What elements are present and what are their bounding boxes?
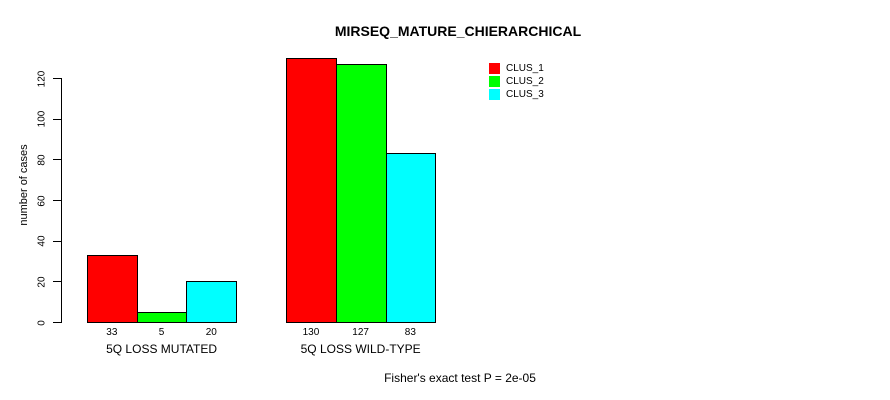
y-tick: [53, 159, 61, 161]
bar: [386, 153, 436, 323]
bar-value-label: 130: [302, 327, 320, 338]
y-tick-label: 40: [36, 235, 48, 247]
bar: [286, 58, 337, 323]
legend-label: CLUS_2: [506, 76, 544, 87]
bar-value-label: 33: [106, 327, 118, 338]
y-tick-label: 100: [36, 110, 48, 128]
legend-swatch: [489, 63, 500, 74]
y-tick-label: 20: [36, 276, 48, 288]
bar: [87, 255, 138, 323]
bar: [186, 281, 237, 323]
y-tick-label: 120: [36, 70, 48, 87]
y-axis-line: [61, 78, 62, 323]
y-tick: [53, 322, 61, 323]
y-axis-title: number of cases: [18, 144, 30, 226]
y-tick-label: 80: [36, 154, 48, 166]
x-category-label: 5Q LOSS WILD-TYPE: [300, 342, 421, 356]
y-tick: [53, 200, 61, 201]
legend-label: CLUS_3: [506, 89, 544, 100]
y-tick-label: 0: [36, 319, 48, 326]
legend: CLUS_1 CLUS_2 CLUS_3: [489, 62, 544, 101]
bar: [137, 312, 187, 323]
bar-value-label: 127: [352, 327, 369, 338]
chart-title: MIRSEQ_MATURE_CHIERARCHICAL: [334, 23, 582, 39]
bar-value-label: 5: [158, 327, 165, 338]
legend-swatch: [489, 76, 500, 87]
y-tick-label: 60: [36, 194, 48, 207]
legend-item: CLUS_3: [489, 88, 544, 101]
annotation-text: Fisher's exact test P = 2e-05: [384, 371, 536, 385]
y-tick: [53, 281, 61, 283]
legend-item: CLUS_2: [489, 75, 544, 88]
y-tick: [53, 240, 61, 242]
legend-item: CLUS_1: [489, 62, 544, 75]
x-category-label: 5Q LOSS MUTATED: [106, 342, 217, 356]
legend-label: CLUS_1: [506, 63, 544, 74]
bar-value-label: 20: [205, 327, 217, 338]
bar: [336, 64, 387, 323]
bar-value-label: 83: [404, 327, 416, 338]
y-tick: [53, 78, 61, 79]
y-tick: [53, 118, 61, 120]
legend-swatch: [489, 89, 500, 100]
